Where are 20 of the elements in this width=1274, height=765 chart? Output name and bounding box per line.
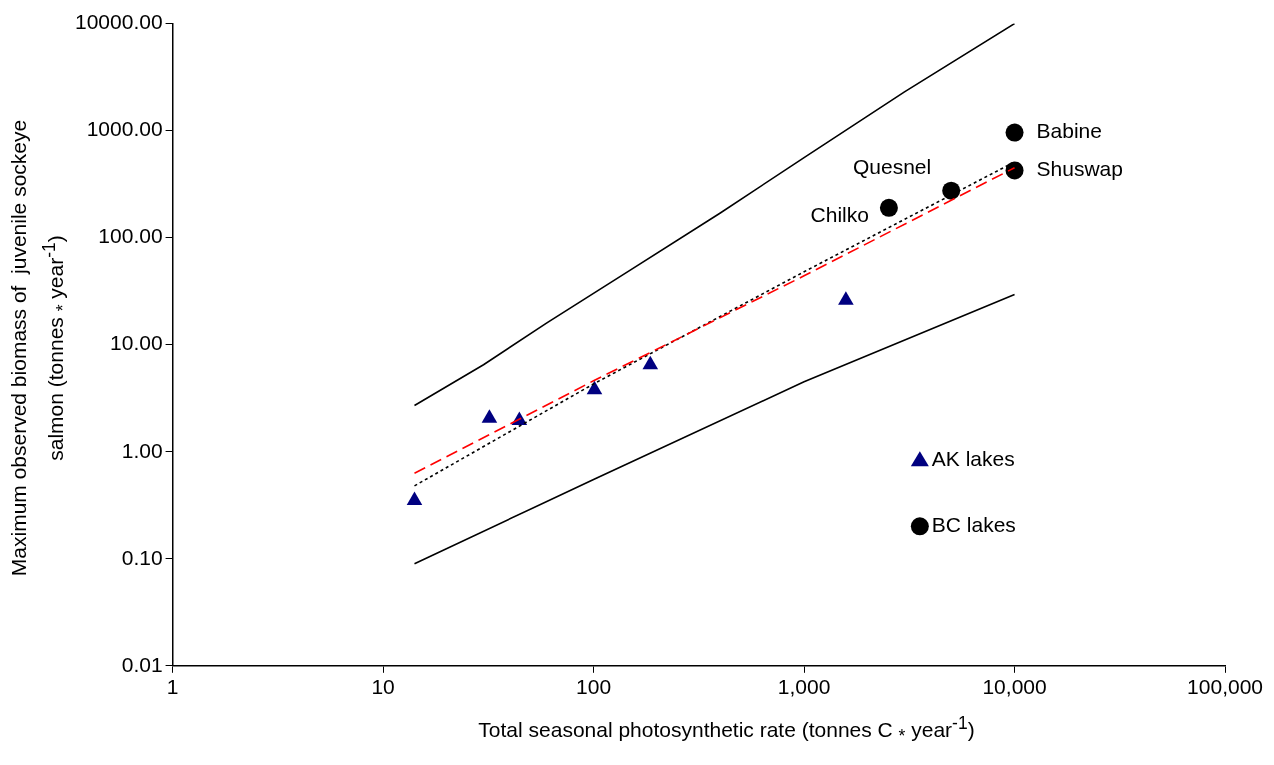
annotation: Shuswap [1036,157,1123,181]
x-axis-title: Total seasonal photosynthetic rate (tonnes C $_{*}$ year$^{-1}$) [477,713,976,748]
x-tick-label: 100,000 [1187,675,1264,699]
annotation: Quesnel [852,155,932,179]
x-tick-label: 100 [576,675,612,699]
legend-label: BC lakes [931,513,1016,537]
y-tick-label: 10.00 [110,331,163,355]
x-tick-label: 10,000 [982,675,1047,699]
y-tick-label: 1.00 [121,438,163,462]
annotation: Chilko [810,202,869,226]
y-tick-label: 10000.00 [75,10,163,34]
y-tick-label: 0.01 [121,652,163,676]
x-tick-label: 1,000 [777,675,831,699]
x-tick-label: 1 [166,675,179,699]
legend-label: AK lakes [931,447,1015,471]
y-tick-label: 100.00 [98,224,163,248]
y-tick-label: 1000.00 [86,117,163,141]
y-tick-label: 0.10 [121,545,163,569]
annotation: Babine [1036,119,1102,143]
x-tick-label: 10 [371,675,395,699]
